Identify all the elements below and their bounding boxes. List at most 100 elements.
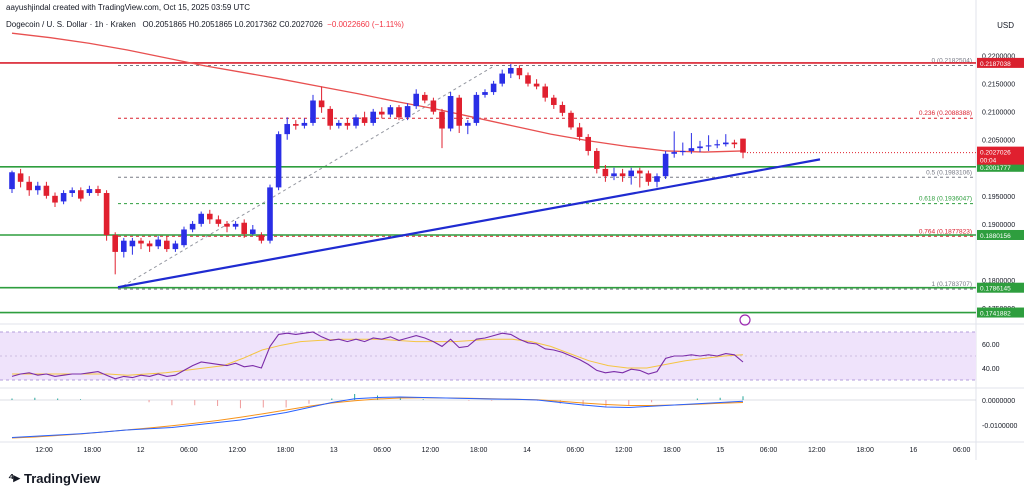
price-change: −0.0022660 (−1.11%) xyxy=(327,20,404,29)
candle-body xyxy=(284,124,290,135)
candle-body xyxy=(568,112,574,128)
macd-tick-label: 0.0000000 xyxy=(982,398,1015,405)
candle-body xyxy=(525,75,531,84)
price-tick-label: 0.2200000 xyxy=(982,54,1015,61)
candle-body xyxy=(172,243,179,250)
candle-body xyxy=(439,111,445,129)
time-tick-label: 18:00 xyxy=(470,447,488,454)
candle-body xyxy=(396,107,402,118)
time-tick-label: 06:00 xyxy=(373,447,391,454)
candle-body xyxy=(241,222,247,234)
candle-body xyxy=(490,83,497,93)
candle-body xyxy=(267,187,273,241)
candle-body xyxy=(697,146,703,149)
candle-body xyxy=(637,170,643,174)
candle-body xyxy=(404,106,411,118)
rsi-line xyxy=(11,331,744,380)
candle-body xyxy=(17,173,24,182)
ascending-trendline xyxy=(117,158,821,289)
time-tick-label: 15 xyxy=(716,447,724,454)
time-tick-label: 18:00 xyxy=(277,447,295,454)
fib-level-label: 0.618 (0.1936047) xyxy=(919,196,972,203)
candle-body xyxy=(542,86,548,98)
candle-body xyxy=(422,94,428,101)
candle-body xyxy=(198,213,204,224)
candle-body xyxy=(164,240,170,250)
candle-body xyxy=(594,150,600,169)
fib-level-label: 0.5 (0.1983106) xyxy=(926,169,972,176)
current-price-tag xyxy=(977,146,1024,165)
candle-body xyxy=(473,94,480,123)
candle-body xyxy=(232,223,239,227)
candle-body xyxy=(35,185,41,191)
fib-level-label: 0.236 (0.2088388) xyxy=(919,110,972,117)
candle-body xyxy=(353,117,359,126)
horizontal-level-tag xyxy=(977,161,1024,172)
candle-body xyxy=(662,153,669,177)
time-tick-label: 06:00 xyxy=(760,447,778,454)
symbol-header[interactable]: Dogecoin / U. S. Dollar · 1h · Kraken O0… xyxy=(6,20,404,29)
candle-body xyxy=(499,73,505,84)
candle-body xyxy=(336,122,342,126)
current-price-label: 0.2027026 xyxy=(980,150,1011,157)
candle-body xyxy=(740,138,746,153)
candle-body xyxy=(611,173,617,177)
chart-credit: aayushjindal created with TradingView.co… xyxy=(6,3,250,12)
candle-body xyxy=(533,83,540,87)
candle-body xyxy=(430,100,437,112)
candle-body xyxy=(310,100,316,123)
candle-body xyxy=(688,148,695,151)
candle-body xyxy=(103,193,110,236)
candle-body xyxy=(318,100,325,108)
time-tick-label: 13 xyxy=(330,447,338,454)
candle-body xyxy=(215,219,222,224)
horizontal-level-label: 0.2187038 xyxy=(980,61,1011,68)
candle-body xyxy=(207,213,213,220)
time-tick-label: 18:00 xyxy=(663,447,681,454)
candle-body xyxy=(465,122,471,126)
time-tick-label: 18:00 xyxy=(84,447,102,454)
time-tick-label: 12:00 xyxy=(228,447,246,454)
candle-body xyxy=(344,122,351,126)
candle-body xyxy=(585,136,591,151)
candle-body xyxy=(619,173,626,177)
moving-average-line xyxy=(11,32,744,153)
candle-body xyxy=(413,93,419,107)
rsi-signal-line xyxy=(12,338,744,376)
candle-body xyxy=(551,97,557,105)
candle-body xyxy=(60,193,67,202)
candle-body xyxy=(671,152,677,154)
candle-body xyxy=(447,96,454,129)
fib-diagonal xyxy=(117,65,496,290)
candle-body xyxy=(576,127,583,137)
candle-body xyxy=(602,168,609,177)
candle-body xyxy=(327,108,333,126)
event-icon xyxy=(739,314,751,326)
time-tick-label: 12 xyxy=(137,447,145,454)
time-tick-label: 12:00 xyxy=(615,447,633,454)
time-tick-label: 06:00 xyxy=(180,447,198,454)
candle-body xyxy=(26,181,32,191)
candle-body xyxy=(258,235,265,241)
horizontal-level-label: 0.1880156 xyxy=(980,233,1011,240)
tradingview-logo[interactable]: ⁴▸ TradingView xyxy=(8,470,100,486)
horizontal-level-tag xyxy=(977,282,1024,293)
time-tick-label: 18:00 xyxy=(856,447,874,454)
candle-body xyxy=(146,243,153,247)
fib-level-label: 0 (0.2182504) xyxy=(932,57,972,64)
candle-body xyxy=(456,97,462,126)
time-tick-label: 12:00 xyxy=(422,447,440,454)
price-tick-label: 0.1800000 xyxy=(982,278,1015,285)
horizontal-level-tag xyxy=(977,307,1024,318)
candle-body xyxy=(275,134,282,188)
symbol-title[interactable]: Dogecoin / U. S. Dollar · 1h · Kraken xyxy=(6,20,136,29)
candle-body xyxy=(293,124,299,126)
candle-body xyxy=(155,239,161,247)
currency-label[interactable]: USD xyxy=(997,21,1014,30)
candle-body xyxy=(69,190,75,194)
horizontal-level-label: 0.2001777 xyxy=(980,165,1011,172)
time-tick-label: 06:00 xyxy=(567,447,585,454)
candle-body xyxy=(95,189,101,194)
candle-timer-label: 00:04 xyxy=(980,158,997,165)
